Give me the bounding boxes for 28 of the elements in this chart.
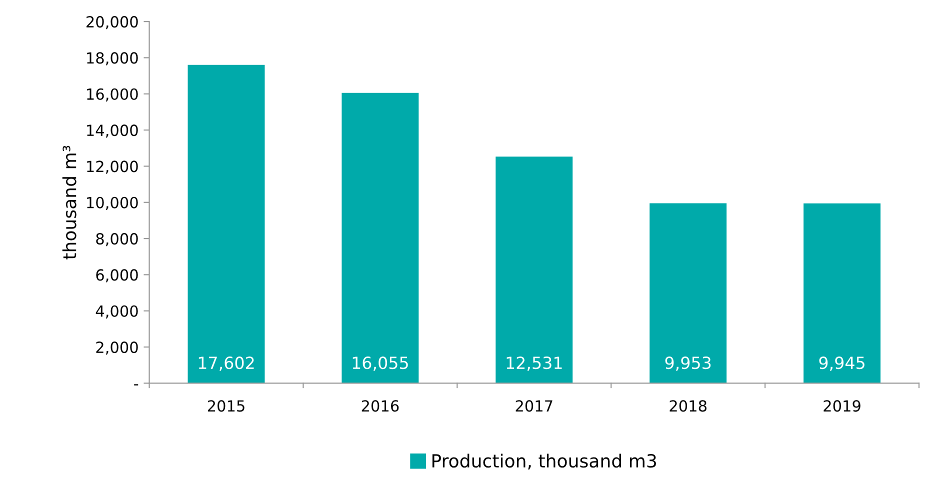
y-tick-label: 12,000	[87, 160, 138, 174]
y-axis-title: thousand m³	[62, 146, 76, 260]
data-label: 16,055	[352, 356, 408, 371]
y-tick-label: -	[134, 384, 138, 386]
bar	[342, 92, 419, 384]
y-tick-label: 2,000	[96, 342, 138, 355]
y-tick-label: 4,000	[96, 305, 138, 318]
x-tick-label: 2015	[208, 400, 244, 412]
data-label: 17,602	[198, 356, 254, 371]
bar	[188, 64, 265, 384]
y-tick-label: 10,000	[87, 196, 138, 210]
y-tick-label: 20,000	[86, 16, 138, 30]
y-tick-label: 16,000	[87, 88, 138, 102]
x-tick-label: 2016	[362, 400, 399, 412]
y-tick-label: 14,000	[87, 124, 138, 138]
bar	[650, 203, 727, 384]
bar	[804, 203, 881, 384]
legend-label: Production, thousand m3	[432, 454, 656, 470]
bar	[496, 156, 573, 384]
data-label: 9,945	[819, 356, 864, 371]
y-tick-label: 8,000	[96, 233, 138, 246]
y-tick-label: 6,000	[96, 269, 138, 282]
x-tick-label: 2018	[670, 400, 706, 412]
data-label: 9,953	[665, 356, 711, 371]
y-tick-label: 18,000	[87, 52, 138, 66]
data-label: 12,531	[506, 356, 562, 371]
x-tick-label: 2017	[516, 400, 552, 412]
x-tick-label: 2019	[824, 400, 860, 412]
